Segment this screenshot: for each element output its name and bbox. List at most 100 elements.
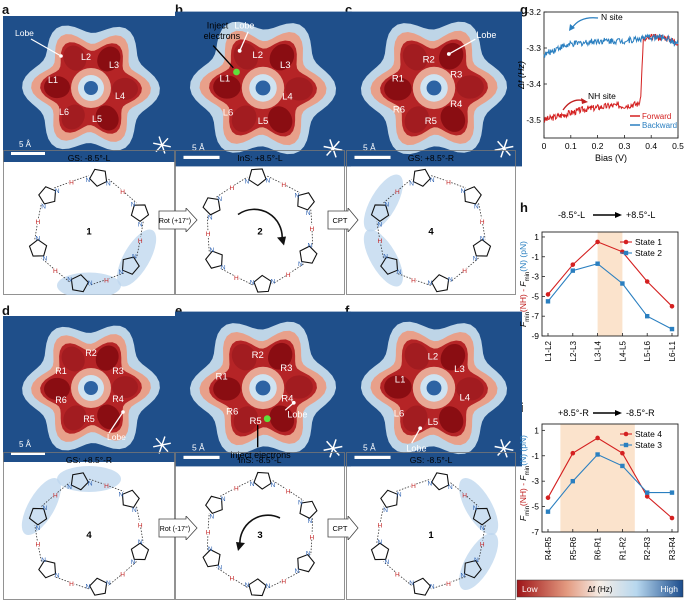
nitrogen-label: N bbox=[397, 491, 402, 498]
stm-lobe bbox=[112, 77, 138, 100]
data-point bbox=[570, 450, 576, 456]
lobe-label: R6 bbox=[226, 406, 238, 417]
scale-bar bbox=[354, 455, 391, 459]
hydrogen-bond bbox=[41, 495, 54, 507]
x-tick-label: L3-L4 bbox=[594, 340, 603, 361]
data-point bbox=[669, 490, 675, 495]
nitrogen-label: N bbox=[460, 573, 465, 580]
lobe-arrow-line bbox=[239, 31, 249, 52]
lobe-label: R4 bbox=[281, 394, 294, 405]
hydrogen-bond bbox=[376, 221, 380, 237]
lobe-label: R3 bbox=[112, 366, 124, 376]
data-point bbox=[595, 239, 600, 245]
hydrogen-bond bbox=[207, 214, 209, 231]
nitrogen-label: N bbox=[138, 221, 143, 228]
legend-label: State 2 bbox=[635, 248, 662, 258]
hydrogen-label: H bbox=[480, 219, 485, 226]
nitrogen-label: N bbox=[298, 261, 303, 268]
nitrogen-label: N bbox=[55, 188, 60, 195]
x-tick-label: R1-R2 bbox=[618, 536, 627, 560]
header-right: +8.5°-L bbox=[626, 210, 655, 220]
scale-bar bbox=[11, 452, 45, 455]
y-axis-label-part: (N) (pN) bbox=[518, 435, 528, 466]
nitrogen-label: N bbox=[41, 204, 46, 211]
nitrogen-label: N bbox=[473, 505, 478, 512]
plot-frame bbox=[541, 423, 679, 533]
lobe-label: L3 bbox=[280, 60, 291, 71]
stm-center-hole bbox=[84, 81, 98, 95]
annotation-arrow-nh-head bbox=[581, 98, 588, 104]
hydrogen-label: H bbox=[446, 180, 451, 187]
stm-lobe bbox=[384, 77, 412, 101]
stm-lobe bbox=[61, 104, 85, 130]
hydrogen-bond bbox=[310, 539, 313, 555]
hydrogen-label: H bbox=[446, 581, 451, 588]
hydrogen-bond bbox=[234, 578, 248, 588]
imidazole-ring bbox=[431, 472, 450, 491]
structure-caption: GS: -8.5°-L bbox=[68, 153, 111, 163]
rotation-arrow-head bbox=[277, 236, 286, 246]
hydrogen-bond bbox=[219, 267, 234, 276]
hydrogen-label: H bbox=[53, 268, 58, 275]
lobe-label: R2 bbox=[423, 54, 435, 65]
lobe-arrow-head bbox=[291, 400, 296, 405]
scale-bar bbox=[183, 155, 220, 159]
lobe-arrow-line bbox=[411, 427, 421, 444]
x-tick-label: 0.2 bbox=[592, 141, 604, 151]
stm-center-hole bbox=[255, 80, 271, 96]
stm-lobe bbox=[440, 105, 466, 132]
chiral-highlight bbox=[21, 478, 61, 535]
imidazole-ring bbox=[205, 250, 223, 269]
hydrogen-bond bbox=[219, 488, 234, 497]
scale-bar-label: 5 Å bbox=[19, 140, 32, 149]
hydrogen-label: H bbox=[138, 523, 143, 530]
y-axis-label-part: (N) (pN) bbox=[518, 241, 528, 272]
hydrogen-bond bbox=[466, 257, 479, 269]
data-point bbox=[644, 279, 650, 284]
lobe-label: L1 bbox=[220, 74, 231, 85]
stm-lobe bbox=[97, 46, 121, 72]
hydrogen-label: H bbox=[206, 529, 211, 536]
nitrogen-label: N bbox=[474, 557, 479, 564]
scale-bar-label: 5 Å bbox=[192, 442, 205, 452]
stm-lobe bbox=[456, 377, 484, 401]
legend-label: State 1 bbox=[635, 237, 662, 247]
panel-letter-c: c bbox=[345, 2, 353, 17]
hydrogen-bond bbox=[286, 571, 301, 580]
hydrogen-bond bbox=[482, 525, 486, 541]
nitrogen-label: N bbox=[209, 513, 214, 520]
chart-h: -8.5°-L +8.5°-L 1 -1 -3 -5 -7 -9 L1-L2 L2-L3 L3-L4… bbox=[518, 210, 679, 361]
hydrogen-bond bbox=[54, 576, 69, 583]
nitrogen-label: N bbox=[132, 507, 137, 514]
nitrogen-label: N bbox=[221, 265, 226, 272]
imidazole-ring bbox=[431, 274, 450, 293]
scale-bar-label: 5 Å bbox=[192, 142, 205, 152]
lobe-label: R6 bbox=[55, 395, 67, 405]
stm-lobe bbox=[404, 106, 429, 133]
nitrogen-label: N bbox=[409, 181, 414, 188]
stm-center-hole bbox=[255, 380, 271, 396]
nitrogen-label: N bbox=[294, 192, 299, 199]
hydrogen-bond bbox=[136, 506, 140, 522]
lobe-label: L1 bbox=[48, 75, 58, 85]
imidazole-ring bbox=[70, 274, 89, 293]
lobe-label: R1 bbox=[216, 371, 228, 382]
hydrogen-label: H bbox=[229, 185, 234, 192]
hydrogen-bond bbox=[399, 178, 412, 190]
annotation-arrow-n-head bbox=[569, 24, 575, 31]
x-axis-label: Bias (V) bbox=[595, 153, 627, 163]
hydrogen-label: H bbox=[286, 488, 291, 495]
hydrogen-bond bbox=[108, 178, 121, 190]
series-line bbox=[547, 241, 673, 307]
scale-bar-label: 5 Å bbox=[363, 142, 376, 152]
hydrogen-bond bbox=[272, 480, 286, 490]
nitrogen-label: N bbox=[448, 276, 453, 283]
nitrogen-label: N bbox=[266, 583, 271, 590]
y-tick-label: 1 bbox=[534, 232, 539, 242]
hydrogen-bond bbox=[311, 230, 313, 247]
hydrogen-bond bbox=[238, 479, 253, 487]
stm-image-e: R2 R3 R4 R5 R6 R1 5 Å Lobe Inject electrons bbox=[175, 311, 351, 467]
imidazole-ring bbox=[253, 274, 272, 293]
stm-center-hole bbox=[426, 380, 442, 396]
